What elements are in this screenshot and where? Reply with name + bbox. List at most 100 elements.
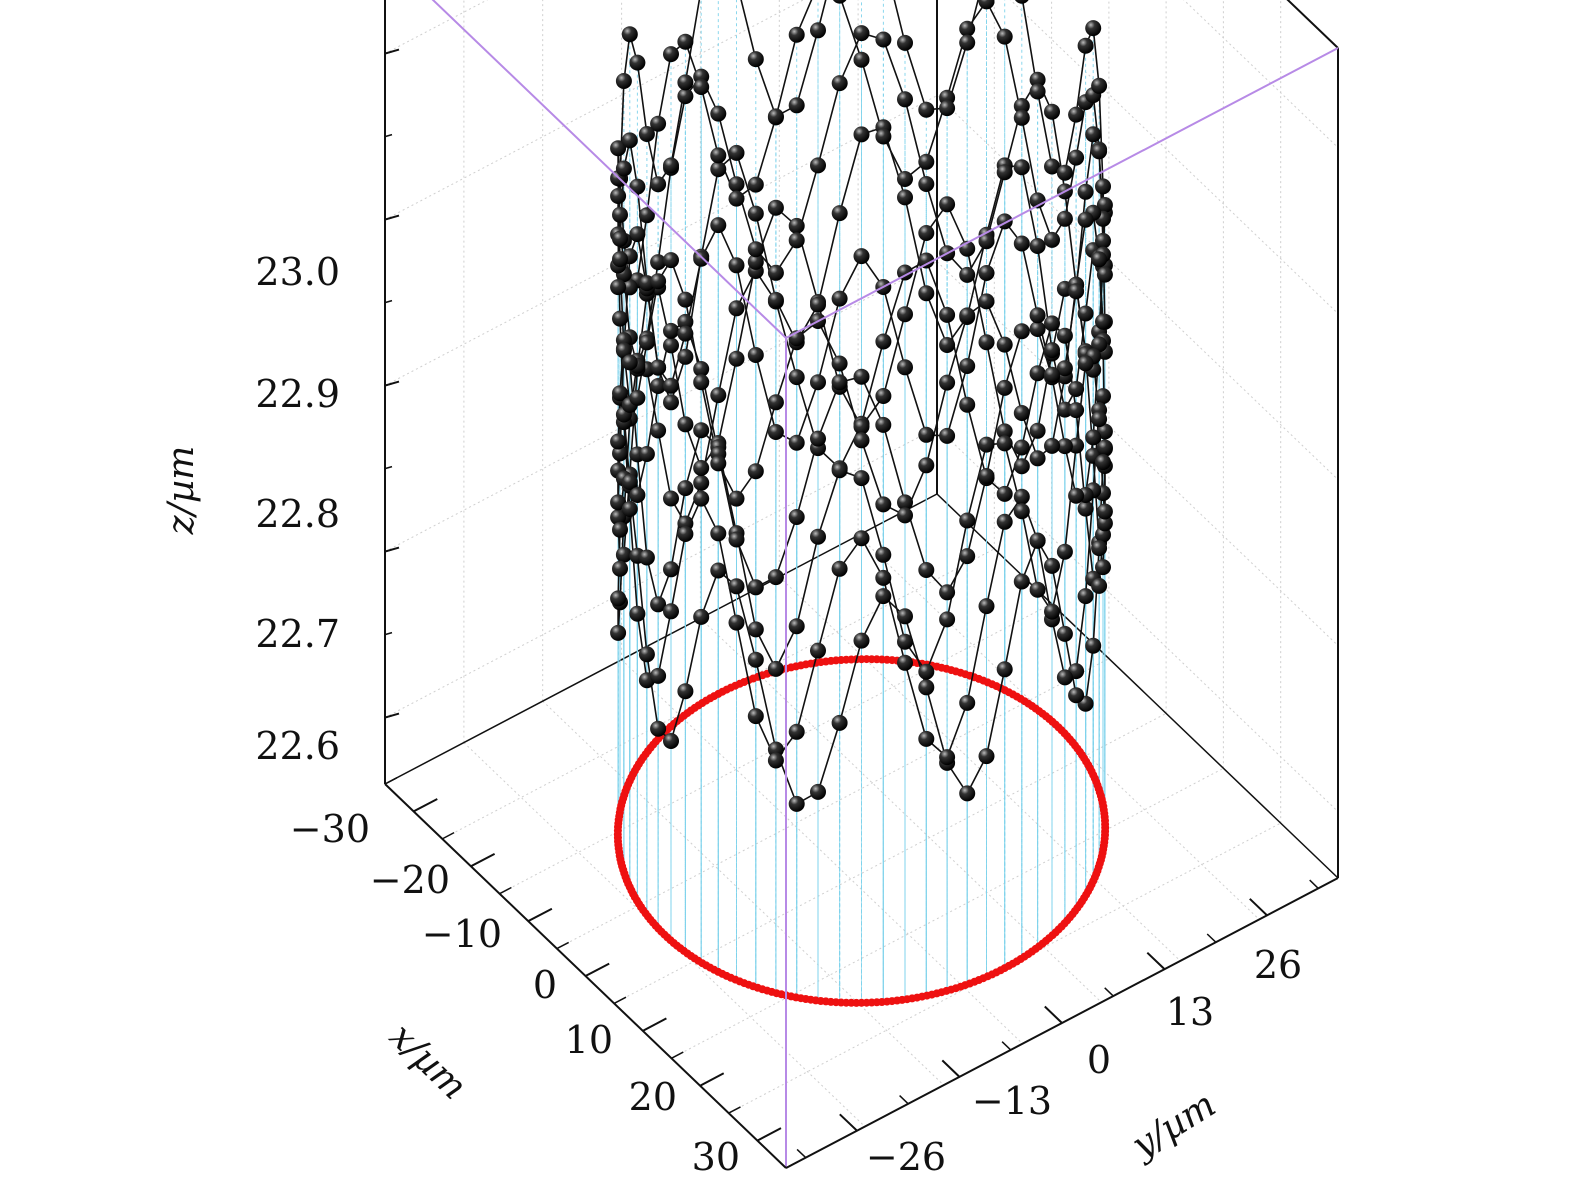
particle-point xyxy=(1096,197,1113,213)
particle-point xyxy=(1077,183,1094,200)
particle-point xyxy=(621,132,638,149)
y-tick-label: −13 xyxy=(972,1079,1052,1123)
particle-point xyxy=(1056,164,1073,181)
particle-point xyxy=(918,663,935,680)
particle-point xyxy=(1077,37,1094,54)
particle-point xyxy=(1095,232,1111,249)
particle-point xyxy=(875,569,892,586)
particle-point xyxy=(1068,437,1085,454)
particle-point xyxy=(728,176,745,193)
particle-point xyxy=(1013,458,1030,475)
particle-point xyxy=(728,490,745,507)
particle-point xyxy=(747,621,764,638)
particle-point xyxy=(853,248,870,265)
particle-point xyxy=(833,0,847,4)
particle-point xyxy=(610,433,627,450)
particle-point xyxy=(788,369,805,386)
particle-point xyxy=(1044,103,1060,120)
particle-point xyxy=(747,463,764,480)
particle-point xyxy=(853,632,870,649)
particle-point xyxy=(918,730,935,747)
particle-point xyxy=(693,474,710,491)
particle-point xyxy=(1085,429,1102,446)
particle-point xyxy=(612,445,628,462)
y-minor-tick xyxy=(899,1095,909,1105)
particle-point xyxy=(767,199,784,216)
particle-point xyxy=(1044,231,1060,248)
particle-point xyxy=(728,257,745,274)
particle-point xyxy=(1013,159,1030,176)
particle-point xyxy=(1068,381,1085,397)
particle-point xyxy=(612,251,628,268)
box-edge xyxy=(1286,0,1339,49)
particle-point xyxy=(897,494,913,511)
particle-point xyxy=(788,26,805,43)
particle-point xyxy=(918,562,935,578)
particle-point xyxy=(767,291,784,308)
particle-point xyxy=(978,334,995,351)
particle-point xyxy=(978,265,995,281)
particle-series xyxy=(610,0,1113,812)
particle-point xyxy=(1091,577,1108,594)
z-tick-label: 23.0 xyxy=(255,250,340,294)
particle-point xyxy=(918,457,935,474)
particle-point xyxy=(959,512,976,529)
particle-point xyxy=(810,528,826,545)
z-minor-tick xyxy=(384,548,393,553)
particle-point xyxy=(629,389,646,406)
particle-point xyxy=(1044,315,1060,332)
particle-point xyxy=(1095,178,1111,195)
particle-point xyxy=(677,416,694,433)
particle-point xyxy=(677,291,694,308)
particle-point xyxy=(875,496,892,513)
particle-point xyxy=(831,560,848,577)
y-tick-label: 26 xyxy=(1254,943,1302,987)
particle-point xyxy=(767,569,784,586)
z-minor-tick xyxy=(384,216,393,221)
y-tick-labels: −26 −13 0 13 26 xyxy=(866,943,1302,1179)
particle-point xyxy=(663,337,679,354)
particle-point xyxy=(677,88,694,105)
particle-point xyxy=(677,526,694,542)
particle-point xyxy=(1085,637,1102,654)
particle-point xyxy=(1029,71,1046,88)
z-minor-tick xyxy=(384,631,393,636)
particle-point xyxy=(693,422,710,439)
particle-point xyxy=(939,611,956,628)
drop-lines xyxy=(617,0,1106,1003)
particle-point xyxy=(747,651,764,668)
particle-point xyxy=(897,359,913,376)
particle-point xyxy=(710,217,727,234)
y-minor-tick xyxy=(1206,933,1217,943)
particle-point xyxy=(650,254,667,271)
particle-point xyxy=(693,79,710,95)
particle-point xyxy=(747,241,764,258)
particle-point xyxy=(831,290,848,307)
x-minor-tick xyxy=(785,1161,799,1169)
particle-point xyxy=(853,126,870,143)
particle-point xyxy=(831,374,848,391)
particle-point xyxy=(939,374,956,391)
particle-point xyxy=(1091,77,1108,94)
particle-point xyxy=(853,470,870,487)
particle-point xyxy=(1077,500,1094,517)
particle-point xyxy=(831,714,848,731)
particle-point xyxy=(1068,487,1085,504)
particle-point xyxy=(810,430,826,447)
particle-point xyxy=(638,126,655,142)
particle-point xyxy=(747,51,764,68)
particle-point xyxy=(767,660,784,677)
particle-point xyxy=(1085,126,1102,143)
particle-point xyxy=(650,359,667,376)
particle-point xyxy=(650,176,667,193)
particle-point xyxy=(663,561,679,578)
particle-point xyxy=(615,546,632,563)
particle-point xyxy=(1044,158,1060,175)
particle-point xyxy=(996,423,1013,440)
particle-point xyxy=(638,646,655,663)
particle-point xyxy=(875,128,892,145)
grid-line xyxy=(1009,0,1339,314)
particle-point xyxy=(621,354,638,371)
particle-point xyxy=(610,509,627,526)
